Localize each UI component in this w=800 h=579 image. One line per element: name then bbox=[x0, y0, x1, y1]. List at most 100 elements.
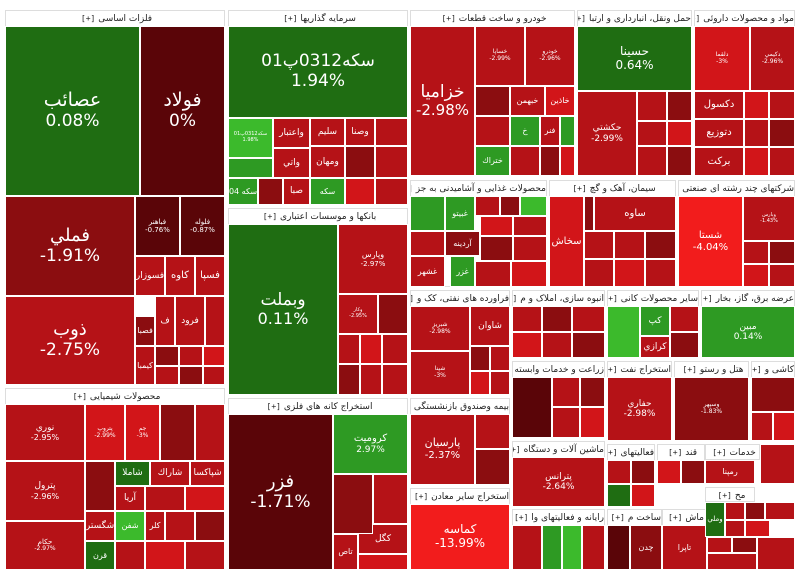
tile-small[interactable] bbox=[345, 146, 375, 178]
tile-small[interactable] bbox=[85, 461, 115, 511]
tile-small[interactable] bbox=[475, 196, 500, 216]
tile-small[interactable] bbox=[757, 537, 795, 570]
tile-chodan[interactable]: چدن bbox=[630, 525, 662, 570]
tile-shabriz[interactable]: شبريز -2.98% bbox=[410, 306, 470, 351]
tile-small[interactable] bbox=[475, 86, 510, 116]
expand-sector-button[interactable]: [+] bbox=[608, 448, 618, 457]
tile-small[interactable] bbox=[769, 241, 795, 264]
expand-sector-button[interactable]: [+] bbox=[513, 513, 529, 522]
tile-small[interactable] bbox=[580, 377, 605, 407]
tile-nouri[interactable]: نوري -2.95% bbox=[5, 404, 85, 461]
tile-small[interactable] bbox=[751, 412, 773, 441]
expand-sector-button[interactable]: [+] bbox=[610, 513, 625, 522]
tile-small[interactable] bbox=[360, 364, 382, 395]
tile-small[interactable] bbox=[745, 520, 770, 537]
tile-small[interactable] bbox=[375, 146, 408, 178]
tile-vameli[interactable]: وملي bbox=[705, 502, 725, 537]
tile-pedrol[interactable]: پترول -2.96% bbox=[5, 461, 85, 521]
sector-title[interactable]: فراورده های نفتی، کک و [+] bbox=[411, 291, 509, 307]
tile-vamehan[interactable]: ومهان bbox=[310, 146, 345, 178]
sector-title[interactable]: استخراج نفت [+] bbox=[608, 362, 671, 378]
tile-small[interactable] bbox=[637, 121, 667, 146]
sector-title[interactable]: کاشی و [+] bbox=[752, 362, 794, 378]
tile-shegostar[interactable]: شگستر bbox=[85, 511, 115, 541]
expand-sector-button[interactable]: [+] bbox=[608, 294, 618, 303]
expand-sector-button[interactable]: [+] bbox=[752, 365, 762, 374]
tile-small[interactable] bbox=[360, 334, 382, 364]
tile-small[interactable] bbox=[203, 346, 225, 366]
tile-small[interactable] bbox=[582, 525, 605, 570]
tile-foulah[interactable]: فلوله -0.87% bbox=[180, 196, 225, 256]
tile-small[interactable] bbox=[490, 371, 510, 395]
tile-small[interactable] bbox=[542, 525, 562, 570]
tile-small[interactable] bbox=[667, 121, 692, 146]
expand-sector-button[interactable]: [+] bbox=[266, 402, 281, 411]
tile-small[interactable] bbox=[560, 116, 575, 146]
tile-saveh[interactable]: ساوه bbox=[594, 196, 676, 231]
tile-small[interactable] bbox=[475, 261, 511, 287]
tile-kolor[interactable]: كلر bbox=[145, 511, 165, 541]
tile-small[interactable] bbox=[470, 346, 490, 371]
expand-sector-button[interactable]: [+] bbox=[717, 491, 732, 500]
tile-small[interactable] bbox=[769, 119, 795, 147]
tile-small[interactable] bbox=[542, 332, 572, 358]
expand-sector-button[interactable]: [+] bbox=[262, 212, 278, 221]
tile-small[interactable] bbox=[500, 196, 520, 216]
tile-sekeh-04[interactable]: سكه 04 bbox=[228, 178, 258, 205]
tile-small[interactable] bbox=[378, 294, 408, 334]
tile-small[interactable] bbox=[584, 231, 614, 259]
tile-small[interactable] bbox=[228, 158, 273, 178]
tile-khazamia[interactable]: خزاميا -2.98% bbox=[410, 26, 475, 176]
sector-title[interactable]: خدمات [+] bbox=[706, 445, 759, 459]
tile-small[interactable] bbox=[572, 332, 605, 358]
tile-small[interactable] bbox=[572, 306, 605, 332]
tile-small[interactable] bbox=[552, 377, 580, 407]
tile-small[interactable] bbox=[745, 502, 765, 520]
tile-hakam[interactable]: حكام -2.97% bbox=[5, 521, 85, 570]
tile-datouzi[interactable]: دتوزيع bbox=[694, 119, 744, 147]
tile-small[interactable] bbox=[607, 306, 640, 358]
tile-small[interactable] bbox=[375, 178, 408, 205]
tile-small[interactable] bbox=[681, 460, 705, 484]
tile-dakimi[interactable]: دكيمي -2.96% bbox=[750, 26, 795, 91]
tile-small[interactable] bbox=[657, 460, 681, 484]
tile-fespa[interactable]: فسپا bbox=[195, 256, 225, 296]
tile-small[interactable] bbox=[540, 146, 560, 176]
tile-small[interactable] bbox=[512, 377, 552, 438]
expand-sector-button[interactable]: [+] bbox=[72, 392, 88, 401]
tile-shasta[interactable]: شستا -4.04% bbox=[678, 196, 743, 287]
tile-small[interactable] bbox=[769, 91, 795, 119]
tile-small[interactable] bbox=[670, 306, 699, 332]
tile-small[interactable] bbox=[145, 486, 185, 511]
tile-small[interactable] bbox=[670, 332, 699, 358]
tile-tapra[interactable]: تاپرا bbox=[662, 525, 707, 570]
tile-hasina[interactable]: حسينا 0.64% bbox=[577, 26, 692, 91]
tile-fabahonar[interactable]: فباهنر -0.76% bbox=[135, 196, 180, 256]
tile-small[interactable] bbox=[765, 502, 795, 520]
tile-small[interactable] bbox=[179, 346, 203, 366]
tile-small[interactable] bbox=[382, 334, 408, 364]
tile-small[interactable] bbox=[410, 196, 445, 231]
sector-title[interactable]: استخراج کانه های فلزی [+] bbox=[229, 399, 407, 415]
tile-vapars[interactable]: وپارس -2.97% bbox=[338, 224, 408, 294]
tile-gharn[interactable]: قرن bbox=[85, 541, 115, 570]
tile-faroud[interactable]: فرود bbox=[175, 296, 205, 346]
tile-small[interactable] bbox=[562, 525, 582, 570]
expand-sector-button[interactable]: [+] bbox=[608, 365, 618, 374]
tile-small[interactable] bbox=[580, 407, 605, 438]
tile-small[interactable] bbox=[513, 236, 547, 261]
expand-sector-button[interactable]: [+] bbox=[80, 14, 96, 23]
tile-kap[interactable]: كپ bbox=[640, 306, 670, 336]
tile-vapars-2[interactable]: وپارس -1.43% bbox=[743, 196, 795, 241]
tile-small[interactable] bbox=[751, 377, 795, 412]
tile-vasna[interactable]: وصنا bbox=[345, 118, 375, 146]
tile-small[interactable] bbox=[375, 118, 408, 146]
tile-small[interactable] bbox=[637, 91, 667, 121]
tile-f[interactable]: ف bbox=[155, 296, 175, 346]
tile-small[interactable] bbox=[160, 404, 195, 461]
tile-kromit[interactable]: كرومیت 2.97% bbox=[333, 414, 408, 474]
tile-petrans[interactable]: پترانس -2.64% bbox=[512, 457, 605, 507]
tile-saba[interactable]: صبا bbox=[283, 178, 310, 205]
tile-small[interactable] bbox=[512, 306, 542, 332]
tile-small[interactable] bbox=[773, 412, 795, 441]
